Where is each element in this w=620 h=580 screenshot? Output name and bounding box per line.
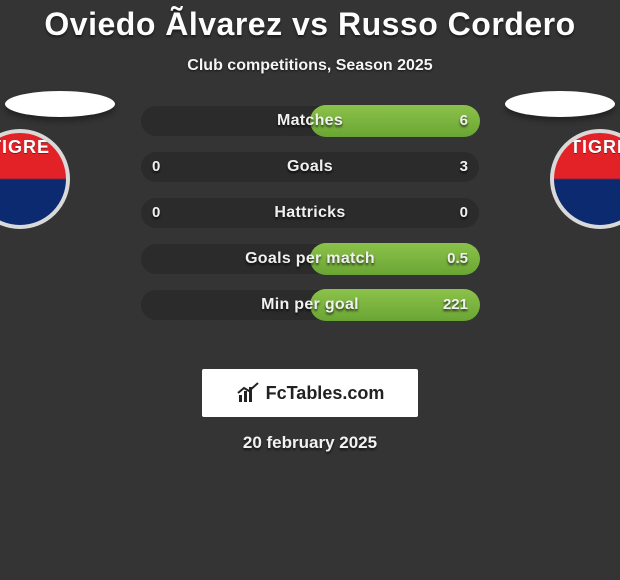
stat-value-right: 0.5 [447,243,468,275]
stat-row: Min per goal221 [140,289,480,321]
stat-label: Hattricks [140,197,480,229]
subtitle: Club competitions, Season 2025 [0,57,620,75]
stat-bars: Matches6Goals03Hattricks00Goals per matc… [140,105,480,321]
stat-label: Goals [140,151,480,183]
stat-value-right: 221 [443,289,468,321]
stat-value-right: 0 [460,197,468,229]
stat-value-left: 0 [152,151,160,183]
chart-icon [236,381,260,405]
stat-row: Goals per match0.5 [140,243,480,275]
stat-label: Matches [140,105,480,137]
stat-value-left: 0 [152,197,160,229]
stat-value-right: 6 [460,105,468,137]
stat-row: Matches6 [140,105,480,137]
stat-label: Min per goal [140,289,480,321]
player-right-club-badge [550,129,620,229]
player-left-club-badge [0,129,70,229]
source-logo: FcTables.com [202,369,418,417]
stat-value-right: 3 [460,151,468,183]
stat-row: Hattricks0 0 [140,197,480,229]
logo-text: FcTables.com [266,383,385,404]
page-title: Oviedo Ãlvarez vs Russo Cordero [0,0,620,43]
date-caption: 20 february 2025 [0,433,620,453]
player-right-panel [500,91,620,229]
comparison-stage: Matches6Goals03Hattricks00Goals per matc… [0,105,620,345]
player-left-silhouette [5,91,115,117]
player-left-panel [0,91,120,229]
player-right-silhouette [505,91,615,117]
stat-label: Goals per match [140,243,480,275]
stat-row: Goals0 3 [140,151,480,183]
